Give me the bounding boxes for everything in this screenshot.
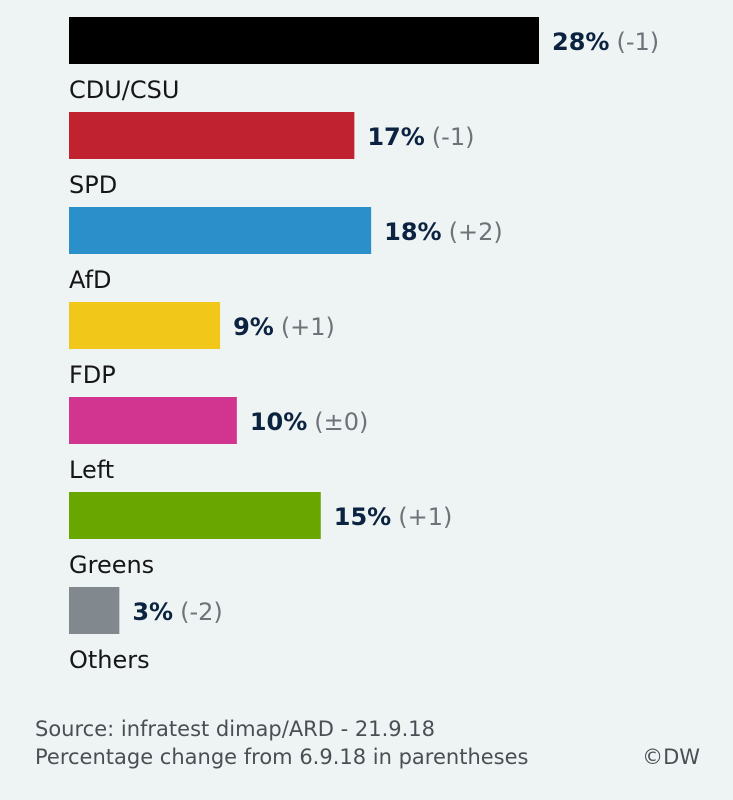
category-label-greens: Greens xyxy=(69,551,154,579)
value-label-spd: 17% (-1) xyxy=(367,123,474,151)
value-label-fdp: 9% (+1) xyxy=(233,313,335,341)
value-label-afd: 18% (+2) xyxy=(384,218,503,246)
bar-others xyxy=(69,587,120,634)
bar-fdp xyxy=(69,302,221,349)
bar-greens xyxy=(69,492,321,539)
category-label-cdu-csu: CDU/CSU xyxy=(69,76,179,104)
chart-footer: Source: infratest dimap/ARD - 21.9.18 Pe… xyxy=(35,715,700,771)
category-label-fdp: FDP xyxy=(69,361,116,389)
category-label-spd: SPD xyxy=(69,171,117,199)
category-label-others: Others xyxy=(69,646,150,674)
category-label-afd: AfD xyxy=(69,266,112,294)
bar-left xyxy=(69,397,237,444)
category-label-left: Left xyxy=(69,456,114,484)
dw-credit: ©DW xyxy=(642,745,700,769)
value-label-cdu-csu: 28% (-1) xyxy=(552,28,659,56)
value-label-others: 3% (-2) xyxy=(132,598,222,626)
bar-cdu-csu xyxy=(69,17,539,64)
bar-spd xyxy=(69,112,355,159)
value-label-greens: 15% (+1) xyxy=(334,503,453,531)
change-note: Percentage change from 6.9.18 in parenth… xyxy=(35,745,529,769)
bar-afd xyxy=(69,207,372,254)
value-label-left: 10% (±0) xyxy=(250,408,369,436)
party-bar-chart: 28% (-1) CDU/CSU 17% (-1) SPD 18% (+2) AfD 9% (+1)… xyxy=(69,17,659,674)
source-note: Source: infratest dimap/ARD - 21.9.18 xyxy=(35,717,436,741)
